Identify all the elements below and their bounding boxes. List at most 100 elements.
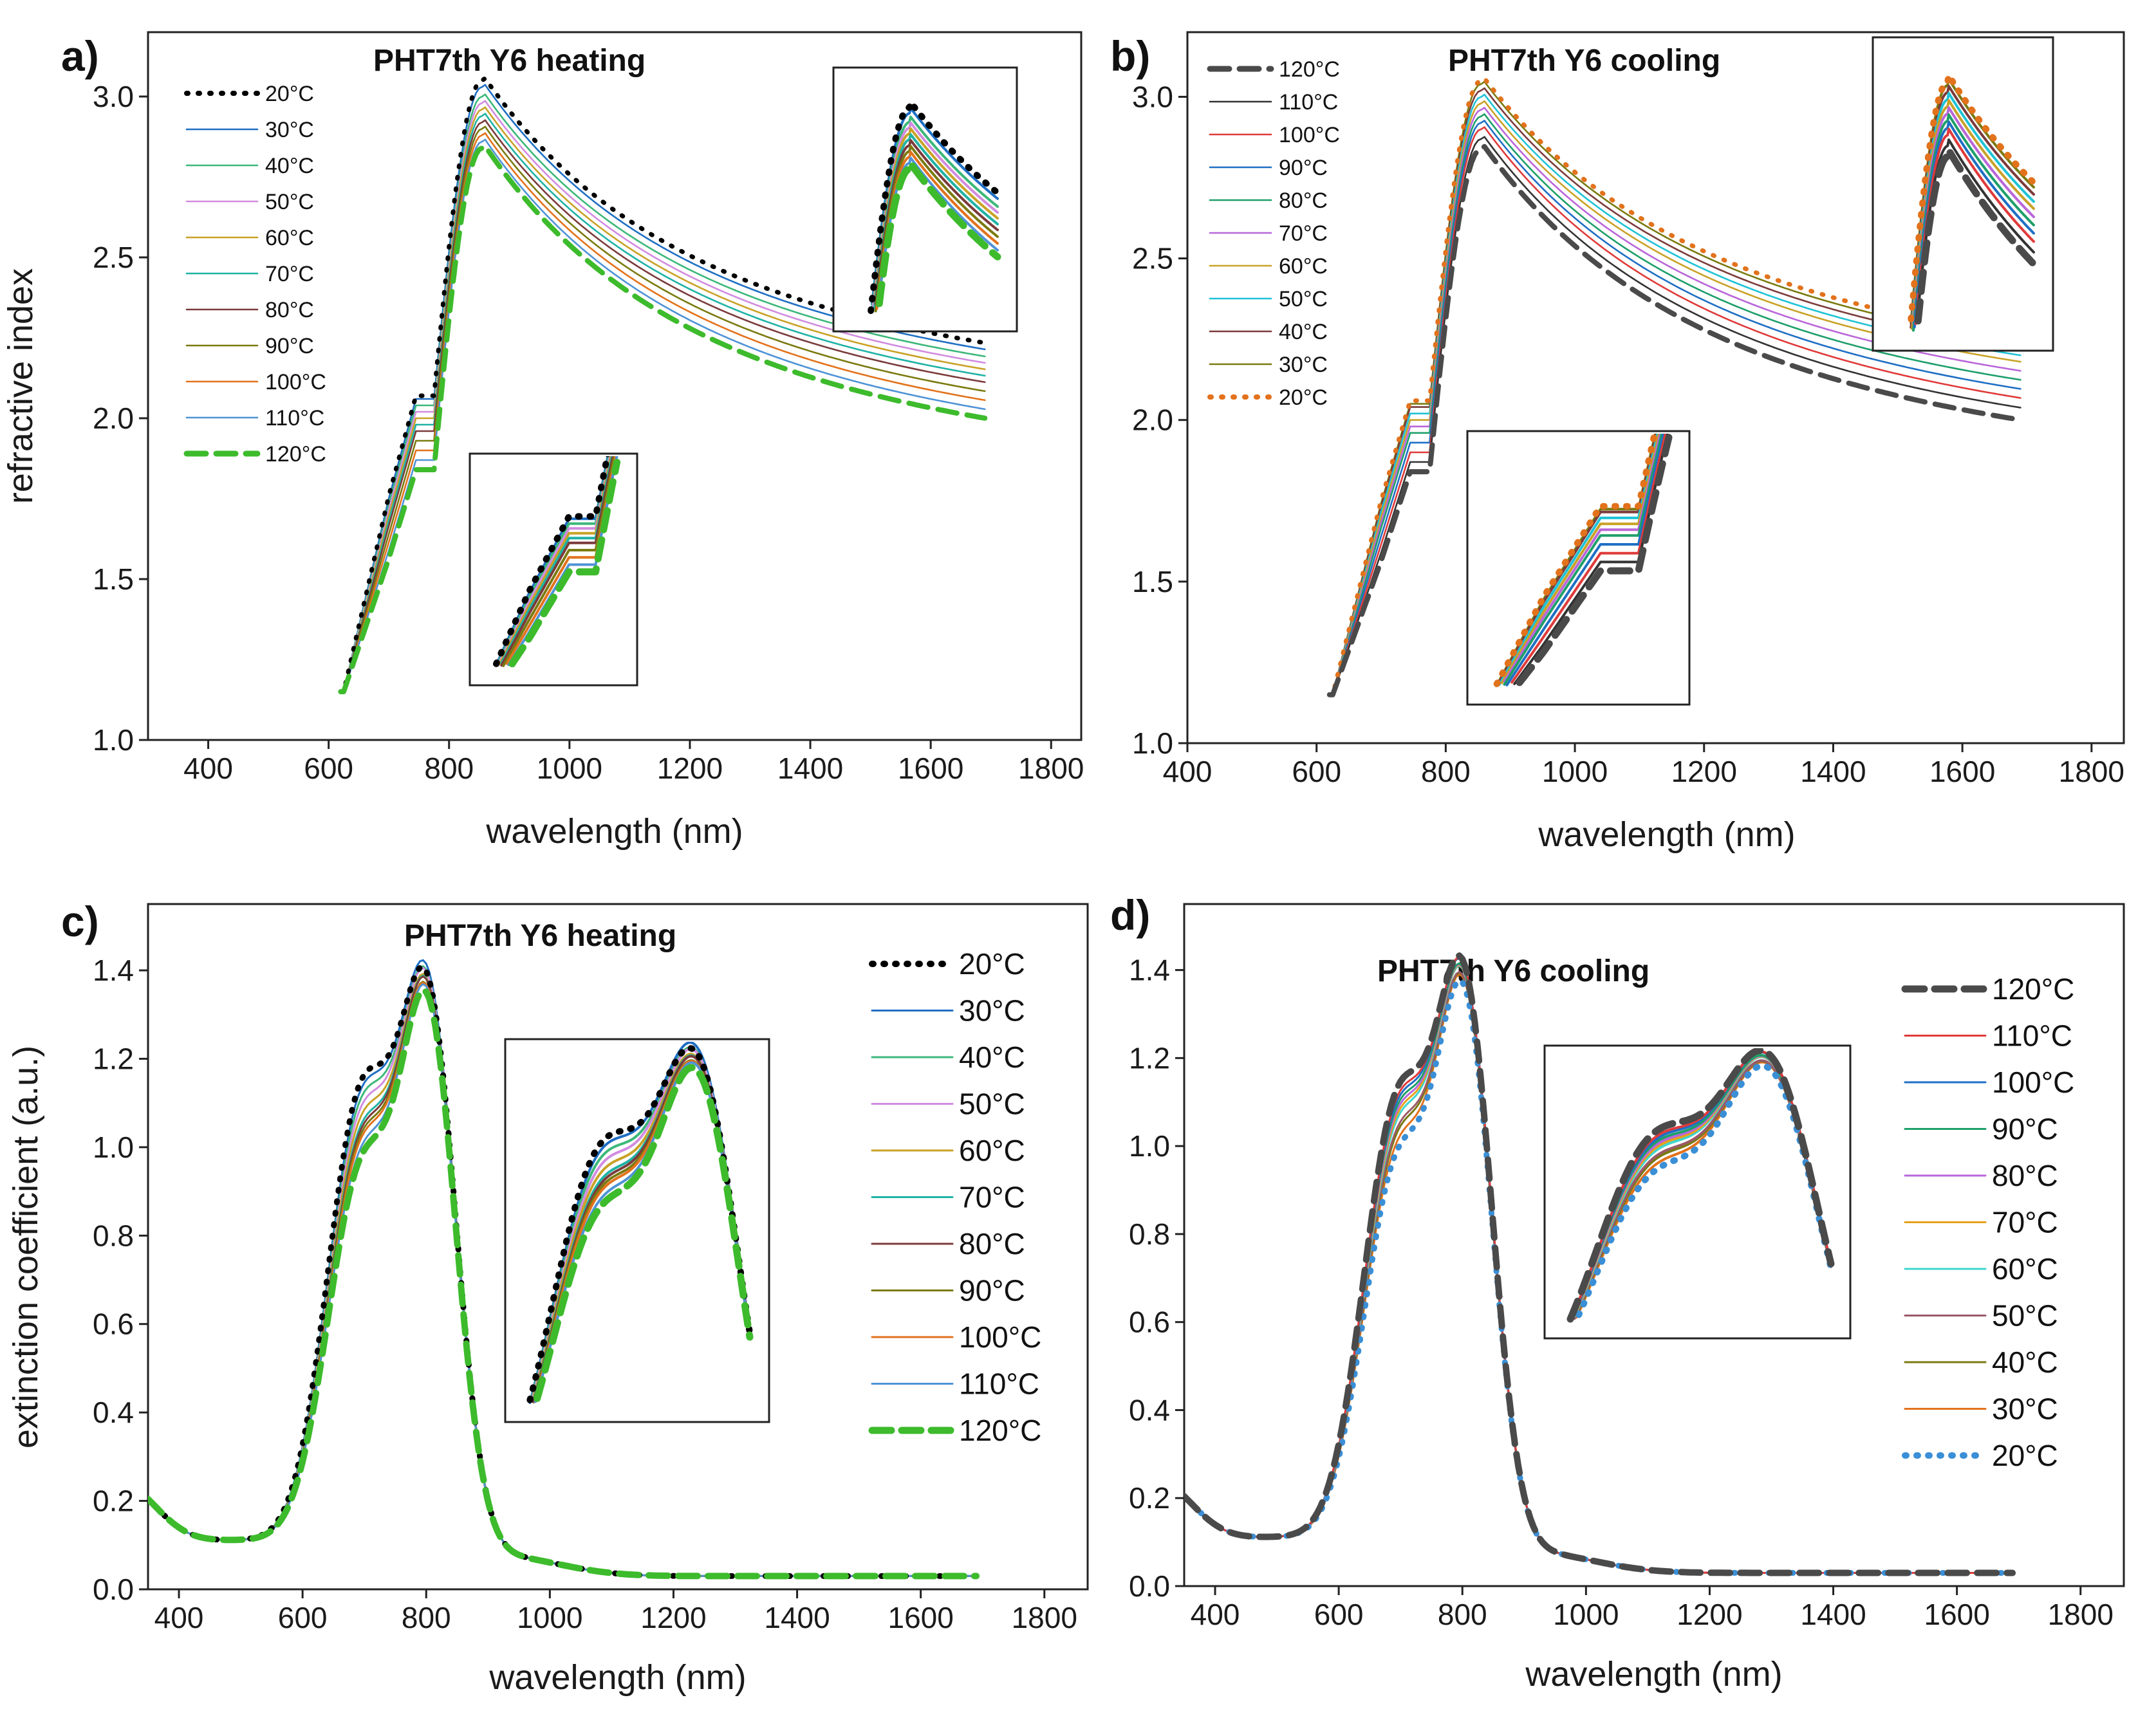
chart-title-b: PHT7th Y6 cooling bbox=[1448, 44, 1720, 78]
x-tick-label-a: 1200 bbox=[657, 752, 723, 785]
legend-label-b-6: 60°C bbox=[1279, 254, 1328, 279]
x-tick-label-b: 1000 bbox=[1542, 755, 1608, 788]
series-line-a-80C bbox=[340, 119, 986, 693]
legend-label-a-9: 110°C bbox=[265, 406, 324, 430]
series-line-c-120C bbox=[148, 986, 980, 1580]
inset-series-a-0 bbox=[868, 99, 1001, 314]
inset-line-b-20C bbox=[1493, 434, 1659, 687]
x-tick-label-c: 1400 bbox=[764, 1601, 830, 1634]
inset-line-a-20C bbox=[493, 456, 611, 667]
x-tick-label-a: 1600 bbox=[898, 752, 963, 785]
inset-box-d-0 bbox=[1543, 1044, 1852, 1340]
inset-line-a-90C bbox=[874, 145, 999, 313]
panel-a: 400 600 800 1000 1200 1400 1600 1800 1.0 1.5 2.0 2.… bbox=[1, 31, 1084, 851]
legend-label-b-7: 50°C bbox=[1279, 287, 1328, 311]
inset-line-a-90C bbox=[502, 456, 616, 667]
series-group-d bbox=[1184, 952, 2016, 1576]
y-tick-label-b: 2.5 bbox=[1132, 242, 1173, 275]
y-tick-label-c: 0.2 bbox=[93, 1484, 134, 1518]
inset-line-b-70C bbox=[1912, 106, 2035, 325]
series-line-b-80C bbox=[1328, 113, 2021, 696]
y-axis-label-c: extinction coefficient (a.u.) bbox=[6, 1046, 45, 1448]
x-tick-label-d: 1200 bbox=[1677, 1598, 1742, 1631]
y-tick-label-b: 2.0 bbox=[1132, 403, 1173, 437]
x-tick-label-b: 1800 bbox=[2059, 755, 2124, 788]
panel-c: 400 600 800 1000 1200 1400 1600 1800 0.0 0.2 0.4 0.… bbox=[6, 898, 1089, 1697]
legend-label-d-6: 60°C bbox=[1992, 1252, 2058, 1286]
inset-line-a-80C bbox=[500, 456, 615, 667]
y-tick-label-a: 2.5 bbox=[93, 241, 134, 274]
x-tick-label-a: 800 bbox=[424, 752, 474, 785]
y-tick-label-a: 2.0 bbox=[93, 402, 134, 435]
legend-label-a-5: 70°C bbox=[265, 262, 314, 286]
inset-line-b-100C bbox=[1510, 434, 1667, 684]
inset-line-b-100C bbox=[1914, 127, 2035, 326]
inset-box-b-0 bbox=[1872, 36, 2054, 352]
inset-line-a-120C bbox=[508, 459, 621, 668]
inset-series-b-0 bbox=[1908, 72, 2038, 332]
legend-label-d-10: 20°C bbox=[1992, 1439, 2058, 1472]
y-tick-label-c: 1.2 bbox=[93, 1042, 134, 1075]
inset-series-d-0 bbox=[1566, 1048, 1835, 1323]
legend-label-a-8: 100°C bbox=[265, 370, 326, 394]
y-tick-label-a: 3.0 bbox=[93, 80, 134, 113]
x-tick-label-b: 1600 bbox=[1929, 755, 1995, 788]
legend-label-a-6: 80°C bbox=[265, 298, 314, 322]
x-tick-label-d: 600 bbox=[1314, 1598, 1364, 1631]
plot-frame-d bbox=[1183, 903, 2125, 1587]
legend-label-a-3: 50°C bbox=[265, 190, 314, 214]
inset-line-b-120C bbox=[1516, 434, 1673, 687]
inset-line-b-90C bbox=[1505, 434, 1666, 687]
legend-label-d-2: 100°C bbox=[1992, 1066, 2074, 1099]
legend-label-a-1: 30°C bbox=[265, 118, 314, 142]
legend-a: 20°C 30°C 40°C 50°C 60°C 70°C 80°C 90°C 100°C 110… bbox=[183, 82, 326, 466]
series-line-b-120C bbox=[1326, 143, 2023, 697]
y-tick-label-d: 0.2 bbox=[1129, 1481, 1170, 1515]
inset-line-b-90C bbox=[1913, 120, 2035, 329]
legend-label-c-1: 30°C bbox=[959, 994, 1025, 1028]
y-axis-label-a: refractive index bbox=[1, 268, 40, 504]
chart-title-c: PHT7th Y6 heating bbox=[404, 919, 676, 953]
legend-label-b-5: 70°C bbox=[1279, 221, 1328, 246]
legend-label-c-5: 70°C bbox=[959, 1181, 1025, 1214]
inset-line-b-80C bbox=[1912, 113, 2035, 332]
inset-series-b-1 bbox=[1493, 434, 1673, 687]
inset-line-a-20C bbox=[868, 99, 1001, 314]
legend-label-b-2: 100°C bbox=[1279, 123, 1340, 147]
legend-label-c-4: 60°C bbox=[959, 1134, 1025, 1167]
inset-line-b-80C bbox=[1503, 434, 1664, 686]
y-tick-label-c: 1.0 bbox=[93, 1131, 134, 1164]
x-tick-label-d: 1000 bbox=[1553, 1598, 1619, 1631]
x-tick-label-d: 800 bbox=[1438, 1598, 1487, 1631]
inset-box-a-0 bbox=[832, 66, 1018, 333]
legend-label-b-4: 80°C bbox=[1279, 189, 1328, 213]
legend-label-d-7: 50°C bbox=[1992, 1299, 2058, 1333]
inset-line-a-120C bbox=[875, 160, 1001, 308]
x-tick-label-b: 1400 bbox=[1800, 755, 1866, 788]
legend-label-d-0: 120°C bbox=[1992, 972, 2074, 1006]
legend-c: 20°C 30°C 40°C 50°C 60°C 70°C 80°C 90°C 100°C 110… bbox=[868, 947, 1041, 1447]
y-tick-label-c: 0.0 bbox=[93, 1573, 134, 1606]
inset-line-b-120C bbox=[1914, 147, 2038, 325]
legend-d: 120°C 110°C 100°C 90°C 80°C 70°C 60°C 50°C 40°C 3… bbox=[1901, 972, 2074, 1472]
inset-line-a-30C bbox=[871, 107, 999, 306]
legend-label-d-1: 110°C bbox=[1992, 1019, 2072, 1053]
y-tick-label-d: 0.4 bbox=[1129, 1393, 1170, 1427]
y-tick-label-c: 1.4 bbox=[93, 954, 134, 987]
inset-line-a-60C bbox=[873, 127, 999, 304]
y-tick-label-d: 1.4 bbox=[1129, 954, 1170, 987]
y-tick-label-c: 0.8 bbox=[93, 1219, 134, 1252]
legend-label-a-0: 20°C bbox=[265, 82, 314, 106]
legend-label-a-7: 90°C bbox=[265, 334, 314, 358]
legend-label-b-1: 110°C bbox=[1279, 90, 1338, 115]
legend-label-b-9: 30°C bbox=[1279, 353, 1328, 377]
x-axis-label-c: wavelength (nm) bbox=[488, 1658, 746, 1697]
chart-title-a: PHT7th Y6 heating bbox=[373, 44, 646, 78]
plot-frame-c bbox=[147, 903, 1089, 1591]
plot-frame-b bbox=[1186, 31, 2125, 744]
legend-label-c-10: 120°C bbox=[959, 1414, 1041, 1447]
legend-label-d-5: 70°C bbox=[1992, 1206, 2058, 1239]
x-axis-label-d: wavelength (nm) bbox=[1525, 1655, 1782, 1694]
series-group-c bbox=[148, 959, 980, 1580]
y-tick-label-a: 1.5 bbox=[93, 562, 134, 596]
